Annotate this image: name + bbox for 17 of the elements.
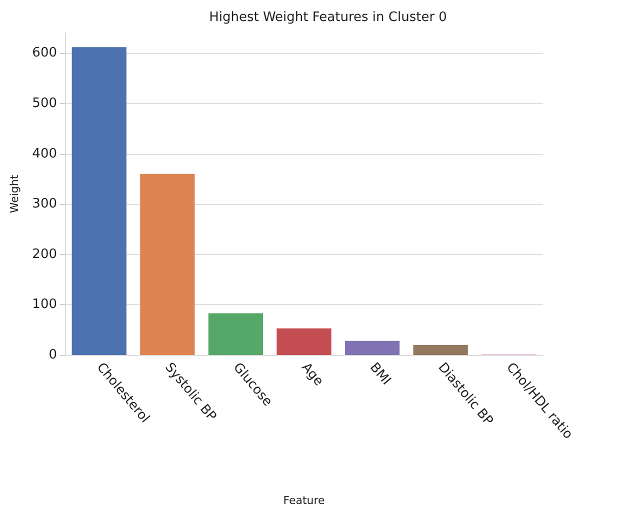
x-tick-label: Age [298,360,326,390]
y-axis-title: Weight [8,174,21,214]
y-tick-label: 500 [32,96,57,111]
bar [413,344,468,355]
bar [208,313,264,355]
y-tick-label: 600 [32,46,57,61]
bar [344,340,400,355]
bar [276,328,332,355]
y-tick-label: 100 [32,297,57,312]
x-axis-title: Feature [283,494,326,507]
bar [72,47,126,355]
y-tick-label: 0 [48,348,57,362]
bar [140,174,195,355]
y-tick-label: 300 [32,196,57,212]
y-tick-label: 200 [32,246,57,262]
y-tick-label: 400 [32,146,57,162]
chart-title: Highest Weight Features in Cluster 0 [209,10,447,25]
